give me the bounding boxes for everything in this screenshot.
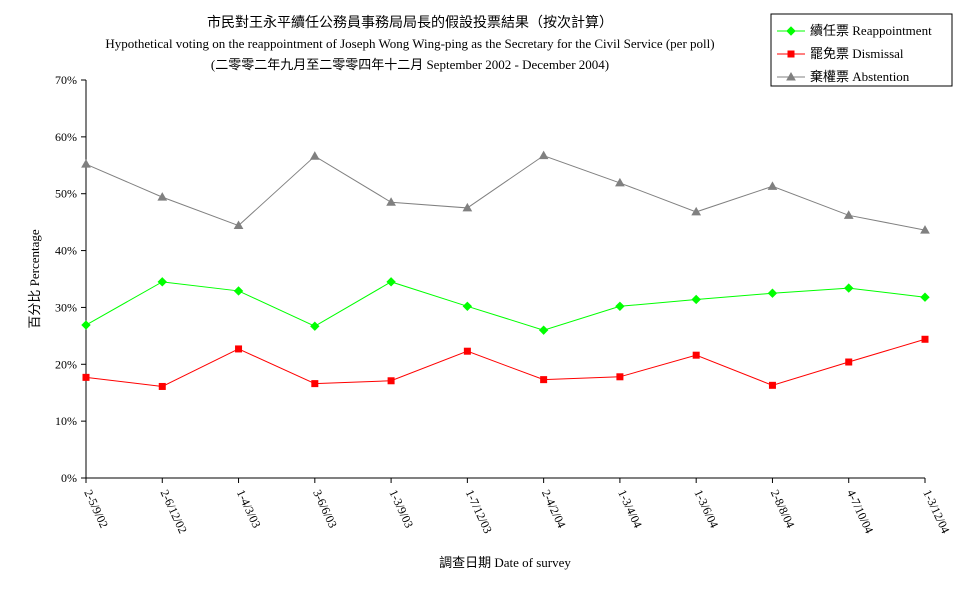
data-point-series-0 [920,292,930,302]
data-point-series-0 [691,294,701,305]
data-point-series-2 [538,150,549,160]
series-line-2 [85,155,926,231]
y-tick-label: 60% [55,130,77,144]
title-line-english: Hypothetical voting on the reappointment… [105,36,714,51]
data-point-series-2 [233,220,244,230]
y-tick-label: 50% [55,187,77,201]
x-tick-label: 3-6/6/03 [310,487,340,530]
x-tick-label: 2-5/9/02 [81,487,111,530]
x-tick-label: 2-6/12/02 [158,487,190,535]
x-tick-label: 4-7/10/04 [844,487,876,535]
data-point-series-0 [462,301,473,311]
data-point-series-2 [386,197,396,206]
x-tick-label: 1-3/6/04 [691,487,721,530]
x-tick-label: 2-4/2/04 [539,487,569,530]
data-point-series-1 [235,345,243,353]
data-point-series-2 [843,210,854,219]
y-tick-label: 30% [55,300,77,314]
series-lines [85,155,926,387]
series-line-1 [85,338,926,387]
data-point-series-1 [692,351,700,359]
data-point-series-1 [158,382,166,390]
data-point-series-2 [691,206,702,216]
x-axis-label: 調查日期 Date of survey [439,555,571,570]
x-tick-label: 1-3/9/03 [386,487,416,530]
data-point-series-0 [310,321,320,331]
axes [85,80,925,479]
data-point-series-1 [768,381,776,389]
series-markers [81,150,930,390]
y-ticks: 0% 10% 20% 30% 40% 50% 60% 70% [55,73,86,485]
data-point-series-2 [767,181,778,190]
data-point-series-2 [157,192,168,201]
x-tick-label: 1-3/4/04 [615,487,645,530]
x-tick-label: 1-3/12/04 [920,487,952,535]
chart-title: 市民對王永平續任公務員事務局局長的假設投票結果（按次計算） Hypothetic… [105,14,714,72]
series-line-0 [85,281,926,331]
data-point-series-0 [386,277,396,287]
x-ticks: 2-5/9/02 2-6/12/02 1-4/3/03 3-6/6/03 1-3/9/0… [81,478,953,536]
data-point-series-0 [157,277,167,287]
legend-label: 罷免票 Dismissal [810,46,904,61]
y-tick-label: 40% [55,244,77,258]
data-point-series-0 [81,320,91,330]
x-tick-label: 1-7/12/03 [463,487,495,535]
data-point-series-0 [767,288,778,298]
data-point-series-2 [920,225,930,234]
title-line-period: (二零零二年九月至二零零四年十二月 September 2002 - Decem… [211,57,609,72]
data-point-series-0 [844,283,854,293]
legend-marker [786,71,796,81]
legend-label: 棄權票 Abstention [810,69,910,84]
data-point-series-1 [311,380,319,388]
data-point-series-1 [616,373,624,381]
title-line-chinese: 市民對王永平續任公務員事務局局長的假設投票結果（按次計算） [207,14,613,31]
data-point-series-1 [921,335,929,343]
data-point-series-2 [309,151,320,160]
data-point-series-1 [463,347,471,355]
data-point-series-0 [615,301,625,311]
x-tick-label: 1-4/3/03 [234,487,264,530]
y-axis-label: 百分比 Percentage [27,229,42,329]
legend-label: 續任票 Reappointment [810,23,932,38]
y-tick-label: 70% [55,73,77,87]
y-tick-label: 10% [55,414,77,428]
y-tick-label: 20% [55,357,77,371]
data-point-series-2 [81,159,91,168]
x-tick-label: 2-8/8/04 [768,487,798,530]
data-point-series-1 [540,376,548,384]
data-point-series-2 [615,177,625,187]
data-point-series-1 [82,373,90,381]
data-point-series-1 [387,377,395,385]
legend-marker [787,50,795,58]
data-point-series-1 [845,358,853,366]
data-point-series-0 [233,286,244,296]
legend: 續任票 Reappointment 罷免票 Dismissal 棄權票 Absten… [770,13,953,87]
legend-box [770,13,953,87]
y-tick-label: 0% [61,471,77,485]
data-point-series-2 [462,202,473,212]
data-point-series-0 [538,325,549,335]
legend-marker [786,26,796,36]
